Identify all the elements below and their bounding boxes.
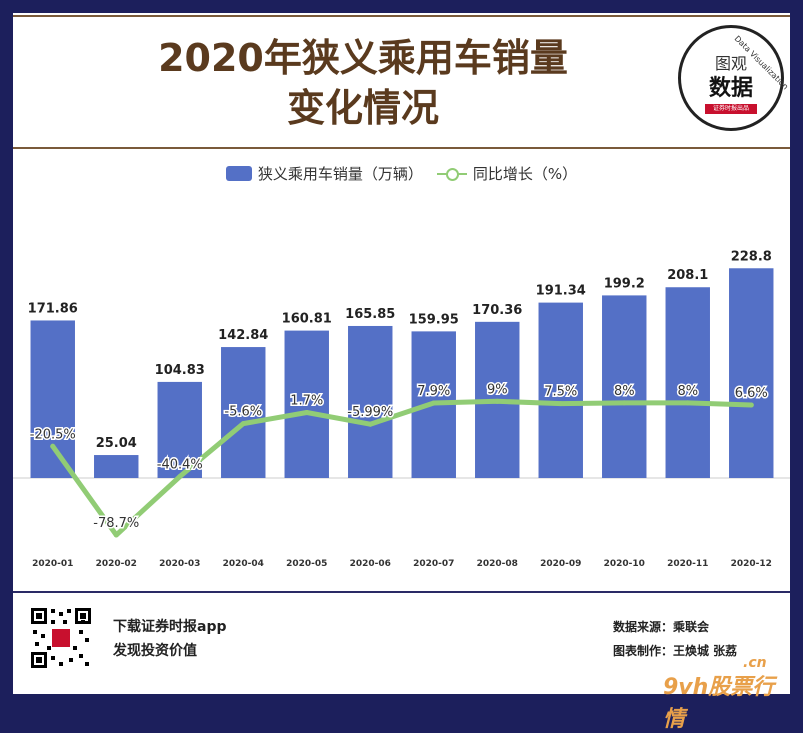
x-tick-label: 2020-08 bbox=[477, 559, 518, 569]
x-tick-label: 2020-12 bbox=[731, 559, 772, 569]
x-tick-label: 2020-01 bbox=[32, 559, 73, 569]
title-line-1: 2020年狭义乘用车销量 bbox=[158, 36, 568, 80]
bar-value-label: 160.81 bbox=[282, 312, 332, 327]
footer-rule bbox=[13, 591, 790, 593]
legend-bar-swatch bbox=[225, 166, 252, 181]
line-point bbox=[113, 532, 119, 538]
bar bbox=[602, 295, 647, 478]
app-slogan: 下载证券时报app 发现投资价值 bbox=[113, 615, 227, 663]
title-rule bbox=[13, 147, 790, 149]
data-source: 数据来源：乘联会 bbox=[613, 620, 710, 634]
line-point bbox=[748, 402, 754, 408]
line-value-label: -5.6% bbox=[224, 405, 262, 420]
bar bbox=[30, 320, 75, 478]
chart-title: 2020年狭义乘用车销量 变化情况 bbox=[53, 33, 673, 133]
watermark-text: 9vh股票行情 bbox=[663, 675, 775, 732]
bar-value-label: 104.83 bbox=[155, 363, 205, 378]
x-tick-label: 2020-07 bbox=[413, 559, 454, 569]
x-tick-label: 2020-11 bbox=[667, 559, 708, 569]
line-value-label: -78.7% bbox=[93, 516, 139, 531]
line-point bbox=[621, 400, 627, 406]
bar-value-label: 228.8 bbox=[731, 249, 772, 264]
bar bbox=[538, 302, 583, 478]
bar-value-label: 208.1 bbox=[667, 268, 708, 283]
line-point bbox=[240, 421, 246, 427]
logo-main-text: 数据 bbox=[708, 76, 753, 101]
line-point bbox=[431, 400, 437, 406]
bar-value-label: 170.36 bbox=[472, 303, 522, 318]
line-value-label: 8% bbox=[677, 384, 698, 399]
line-point bbox=[367, 421, 373, 427]
line-point bbox=[494, 398, 500, 404]
line-value-label: 8% bbox=[614, 384, 635, 399]
bar-value-label: 25.04 bbox=[96, 436, 137, 451]
logo-ribbon: 证券时报出品 bbox=[705, 104, 757, 114]
x-tick-label: 2020-02 bbox=[96, 559, 137, 569]
chart-card: 2020年狭义乘用车销量 变化情况 Data Visualization 图观 … bbox=[13, 13, 790, 732]
logo-top-text: 图观 bbox=[714, 54, 747, 73]
x-tick-label: 2020-06 bbox=[350, 559, 391, 569]
line-point bbox=[304, 409, 310, 415]
legend-line-swatch bbox=[436, 166, 467, 181]
chart-author: 图表制作：王焕城 张荔 bbox=[613, 644, 738, 658]
line-point bbox=[50, 443, 56, 449]
bar bbox=[729, 268, 774, 478]
line-value-label: -40.4% bbox=[157, 458, 203, 473]
watermark-cn: .cn bbox=[743, 655, 767, 671]
x-tick-label: 2020-10 bbox=[604, 559, 645, 569]
line-value-label: 6.6% bbox=[735, 386, 768, 401]
line-value-label: -5.99% bbox=[347, 405, 393, 420]
slogan-line-1: 下载证券时报app bbox=[113, 619, 227, 635]
line-value-label: 9% bbox=[487, 382, 508, 397]
line-point bbox=[685, 400, 691, 406]
bar-value-label: 171.86 bbox=[28, 301, 78, 316]
bar bbox=[284, 330, 329, 478]
growth-series-line bbox=[50, 398, 754, 538]
bar-value-label: 191.34 bbox=[536, 284, 586, 299]
bar bbox=[665, 287, 710, 478]
bar bbox=[221, 347, 266, 478]
line-point bbox=[558, 401, 564, 407]
brand-logo: Data Visualization 图观 数据 证券时报出品 bbox=[678, 25, 790, 131]
bar bbox=[94, 455, 139, 478]
top-rule bbox=[13, 15, 790, 17]
chart-credits: 数据来源：乘联会 图表制作：王焕城 张荔 bbox=[613, 615, 737, 663]
watermark: .cn 9vh股票行情 bbox=[663, 655, 790, 733]
title-line-2: 变化情况 bbox=[286, 86, 439, 130]
x-tick-label: 2020-05 bbox=[286, 559, 327, 569]
bar-value-label: 199.2 bbox=[604, 276, 645, 291]
line-value-label: 7.5% bbox=[544, 385, 577, 400]
qr-code-icon bbox=[29, 606, 93, 670]
x-tick-label: 2020-03 bbox=[159, 559, 200, 569]
legend-bar-label: 狭义乘用车销量（万辆） bbox=[257, 165, 423, 183]
bar-value-label: 165.85 bbox=[345, 307, 395, 322]
slogan-line-2: 发现投资价值 bbox=[113, 643, 197, 659]
line-value-label: 1.7% bbox=[290, 393, 323, 408]
legend-line-label: 同比增长（%） bbox=[472, 165, 578, 183]
bar-value-label: 142.84 bbox=[218, 328, 268, 343]
line-value-label: -20.5% bbox=[30, 427, 76, 442]
chart-plot: 171.86 25.04 104.83 142.84 160.81 165.85 159.9… bbox=[13, 249, 790, 569]
x-tick-label: 2020-04 bbox=[223, 559, 264, 569]
chart-legend: 狭义乘用车销量（万辆） 同比增长（%） bbox=[13, 163, 790, 184]
x-tick-label: 2020-09 bbox=[540, 559, 581, 569]
line-value-label: 7.9% bbox=[417, 384, 450, 399]
bar-value-label: 159.95 bbox=[409, 312, 459, 327]
line-point bbox=[177, 474, 183, 480]
bar bbox=[348, 325, 393, 478]
